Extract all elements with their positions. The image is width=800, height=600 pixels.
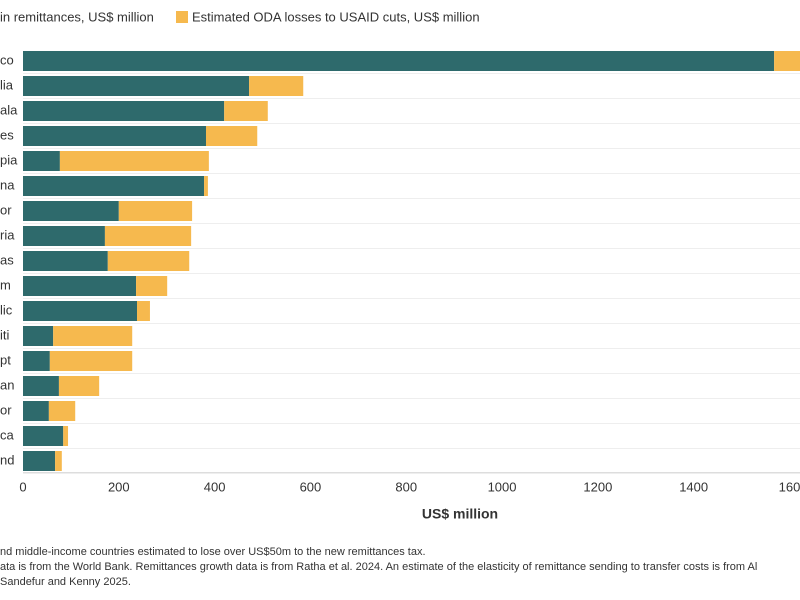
- note: ata is from the World Bank. Remittances …: [0, 561, 757, 573]
- bar-segment: [249, 76, 304, 96]
- bar-segment: [137, 301, 150, 321]
- bar-segment: [55, 451, 62, 471]
- x-axis-title: US$ million: [422, 506, 498, 522]
- y-tick-label: ria: [0, 227, 15, 242]
- bar-segment: [49, 351, 133, 371]
- bar-segment: [23, 451, 56, 471]
- y-tick-label: or: [0, 202, 12, 217]
- y-tick-label: es: [0, 127, 14, 142]
- bar-segment: [23, 101, 225, 121]
- bar-segment: [23, 426, 64, 446]
- bar-segment: [59, 151, 209, 171]
- y-tick-label: lia: [0, 77, 14, 92]
- bar-segment: [23, 76, 250, 96]
- x-tick-label: 600: [300, 479, 322, 494]
- bar-segment: [58, 376, 100, 396]
- x-tick-label: 1000: [488, 479, 517, 494]
- y-tick-label: lic: [0, 302, 13, 317]
- y-tick-label: an: [0, 377, 14, 392]
- y-tick-label: co: [0, 52, 14, 67]
- legend-swatch: [176, 11, 188, 23]
- bar-segment: [136, 276, 168, 296]
- y-tick-label: m: [0, 277, 11, 292]
- bar-segment: [23, 351, 50, 371]
- x-tick-label: 400: [204, 479, 226, 494]
- y-tick-label: ca: [0, 427, 15, 442]
- bar-segment: [23, 251, 108, 271]
- x-tick-label: 0: [19, 479, 26, 494]
- bar-segment: [23, 226, 105, 246]
- x-tick-label: 800: [395, 479, 417, 494]
- y-tick-label: nd: [0, 452, 14, 467]
- bar-segment: [23, 51, 775, 71]
- y-tick-label: as: [0, 252, 14, 267]
- bar-segment: [104, 226, 192, 246]
- x-tick-label: 160: [779, 479, 800, 494]
- bar-segment: [204, 176, 208, 196]
- bar-segment: [23, 276, 137, 296]
- x-tick-label: 1200: [583, 479, 612, 494]
- bar-segment: [118, 201, 193, 221]
- y-tick-label: iti: [0, 327, 10, 342]
- x-tick-label: 1400: [679, 479, 708, 494]
- bar-segment: [774, 51, 800, 71]
- bar-segment: [53, 326, 133, 346]
- y-tick-label: pia: [0, 152, 18, 167]
- bar-segment: [205, 126, 258, 146]
- note: nd middle-income countries estimated to …: [0, 546, 426, 558]
- x-tick-label: 200: [108, 479, 130, 494]
- bar-segment: [23, 376, 59, 396]
- legend-label: Estimated ODA losses to USAID cuts, US$ …: [192, 9, 480, 24]
- y-tick-label: pt: [0, 352, 11, 367]
- bar-segment: [63, 426, 69, 446]
- bar-segment: [48, 401, 76, 421]
- y-tick-label: na: [0, 177, 15, 192]
- bar-segment: [23, 151, 60, 171]
- note: Sandefur and Kenny 2025.: [0, 576, 131, 588]
- bar-segment: [23, 301, 138, 321]
- bar-segment: [23, 326, 54, 346]
- bar-segment: [107, 251, 190, 271]
- bar-segment: [23, 176, 205, 196]
- y-tick-label: ala: [0, 102, 18, 117]
- bar-segment: [23, 126, 206, 146]
- legend-label: in remittances, US$ million: [0, 9, 154, 24]
- bar-segment: [224, 101, 268, 121]
- bar-segment: [23, 401, 49, 421]
- y-tick-label: or: [0, 402, 12, 417]
- bar-segment: [23, 201, 119, 221]
